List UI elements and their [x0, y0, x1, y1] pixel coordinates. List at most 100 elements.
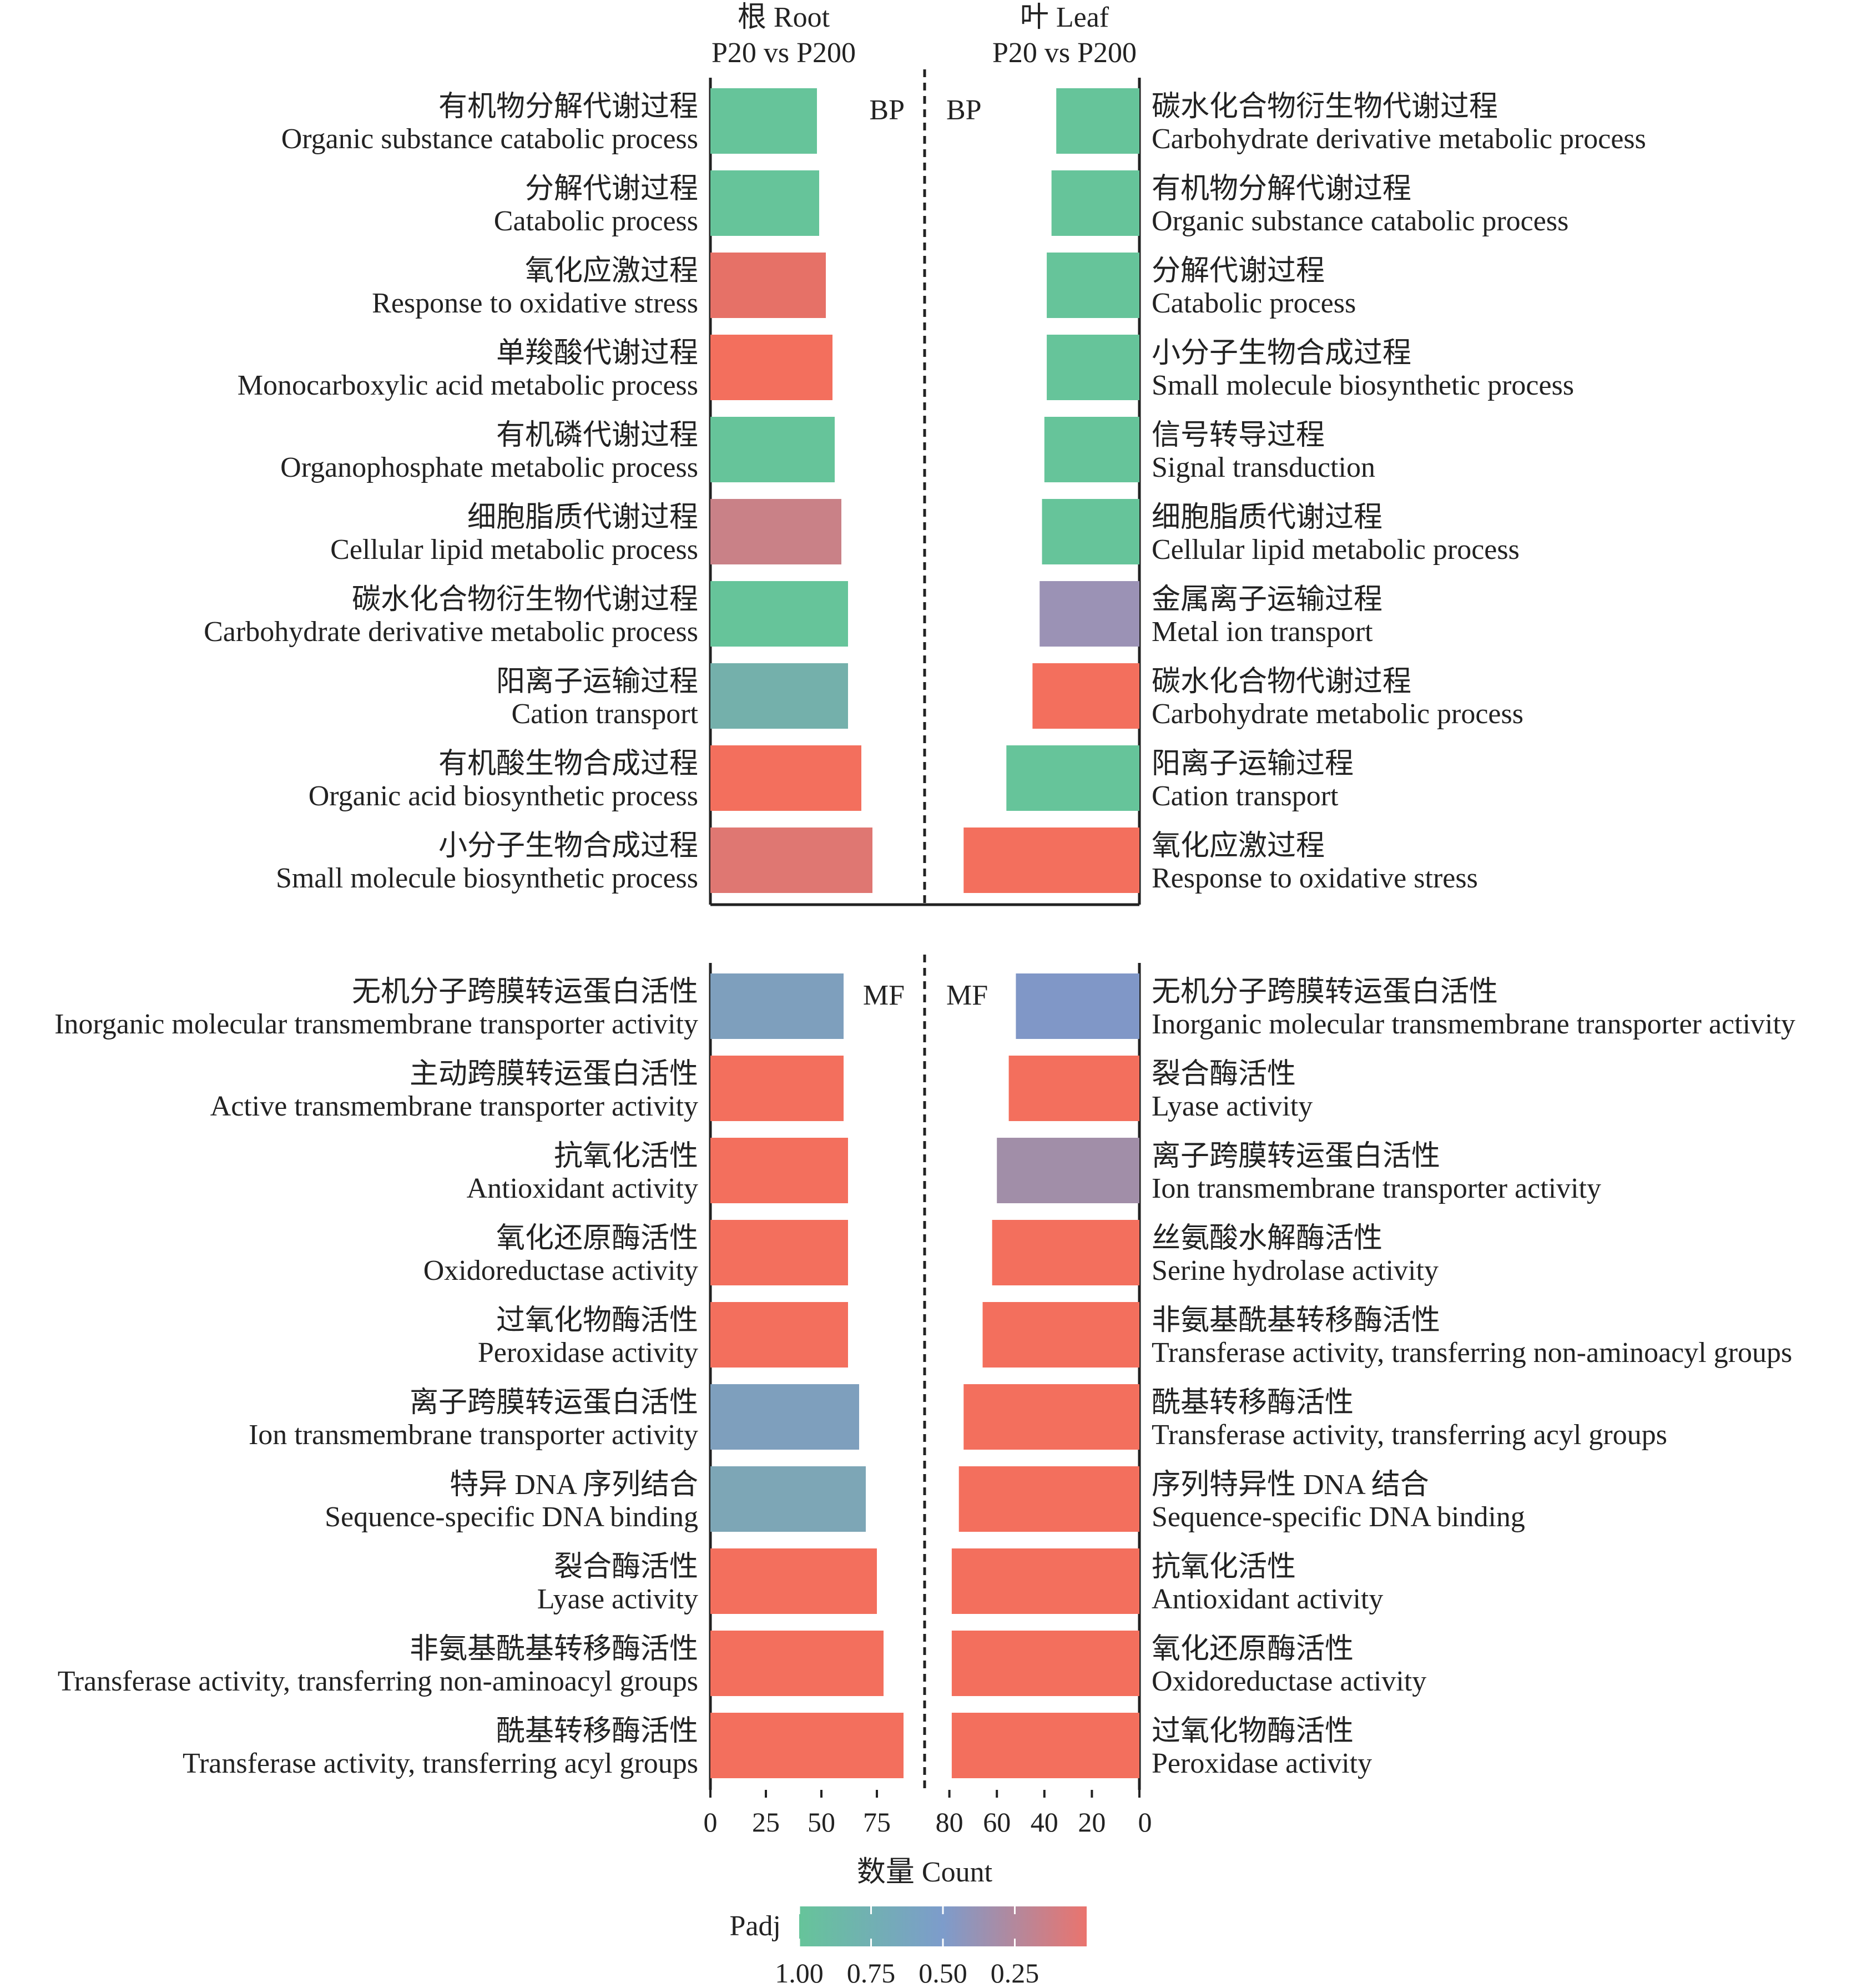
root-bar [710, 1138, 848, 1203]
leaf-term-zh: 小分子生物合成过程 [1152, 337, 1411, 369]
leaf-term-en: Sequence-specific DNA binding [1152, 1501, 1525, 1533]
leaf-term-zh: 信号转导过程 [1152, 420, 1325, 451]
leaf-bar [1008, 1056, 1139, 1121]
leaf-header-line2: P20 vs P200 [992, 37, 1137, 69]
root-term-zh: 抗氧化活性 [554, 1141, 698, 1172]
root-bar [710, 335, 832, 400]
leaf-bar [951, 1713, 1139, 1778]
leaf-bar [1056, 88, 1139, 154]
legend-title: Padj [730, 1910, 781, 1942]
leaf-term-zh: 分解代谢过程 [1152, 255, 1325, 287]
root-term-zh: 小分子生物合成过程 [438, 830, 698, 862]
panel-tag-leaf: BP [946, 94, 982, 126]
legend-tick-label: 0.50 [919, 1957, 967, 1988]
leaf-term-zh: 非氨基酰基转移酶活性 [1152, 1305, 1440, 1336]
leaf-term-en: Carbohydrate metabolic process [1152, 698, 1523, 730]
root-term-en: Organophosphate metabolic process [280, 452, 698, 483]
panel-tag-root: MF [863, 980, 905, 1011]
root-tick-label: 0 [704, 1807, 718, 1838]
root-term-zh: 过氧化物酶活性 [496, 1305, 698, 1336]
root-term-zh: 非氨基酰基转移酶活性 [410, 1633, 698, 1665]
root-term-en: Carbohydrate derivative metabolic proces… [204, 616, 698, 648]
root-bar [710, 1220, 848, 1285]
leaf-bar [1032, 663, 1139, 729]
root-term-en: Oxidoreductase activity [423, 1255, 698, 1286]
leaf-bar [992, 1220, 1139, 1285]
leaf-term-en: Inorganic molecular transmembrane transp… [1152, 1008, 1795, 1040]
x-axes: 0 25 50 75 80 60 40 20 0 [704, 1790, 1152, 1838]
leaf-term-en: Oxidoreductase activity [1152, 1666, 1426, 1697]
legend-tick-label: 0.75 [847, 1957, 896, 1988]
root-term-zh: 有机磷代谢过程 [496, 420, 698, 451]
leaf-term-en: Antioxidant activity [1152, 1583, 1383, 1615]
leaf-term-en: Transferase activity, transferring non-a… [1152, 1337, 1792, 1369]
x-axis-label: 数量 Count [857, 1856, 993, 1888]
root-term-zh: 特异 DNA 序列结合 [450, 1469, 698, 1501]
leaf-term-zh: 序列特异性 DNA 结合 [1152, 1469, 1429, 1501]
root-term-en: Organic substance catabolic process [281, 123, 698, 155]
leaf-bar [951, 1631, 1139, 1696]
root-term-en: Organic acid biosynthetic process [309, 780, 698, 812]
root-term-en: Monocarboxylic acid metabolic process [238, 370, 698, 401]
root-term-en: Transferase activity, transferring non-a… [58, 1666, 698, 1697]
root-bar [710, 1631, 884, 1696]
root-bar [710, 973, 844, 1039]
root-bar [710, 417, 835, 482]
leaf-bar [951, 1548, 1139, 1614]
root-term-en: Lyase activity [537, 1583, 698, 1615]
legend-tick-label: 1.00 [775, 1957, 824, 1988]
root-term-en: Transferase activity, transferring acyl … [183, 1748, 698, 1779]
leaf-term-zh: 碳水化合物代谢过程 [1152, 666, 1411, 698]
root-term-zh: 阳离子运输过程 [496, 666, 698, 698]
root-header-line2: P20 vs P200 [711, 37, 856, 69]
leaf-bar [997, 1138, 1139, 1203]
root-term-zh: 分解代谢过程 [525, 173, 698, 205]
leaf-header-line1: 叶 Leaf [1020, 2, 1109, 33]
root-bar [710, 1056, 844, 1121]
root-term-zh: 裂合酶活性 [554, 1551, 698, 1583]
panel-tag-leaf: MF [946, 980, 988, 1011]
root-term-zh: 细胞脂质代谢过程 [467, 502, 698, 533]
root-term-en: Cellular lipid metabolic process [330, 534, 698, 566]
root-tick-label: 25 [752, 1807, 780, 1838]
root-term-en: Small molecule biosynthetic process [276, 862, 698, 894]
root-term-zh: 主动跨膜转运蛋白活性 [410, 1058, 698, 1090]
leaf-tick-label: 40 [1031, 1807, 1058, 1838]
leaf-tick-label: 80 [936, 1807, 963, 1838]
root-term-zh: 有机酸生物合成过程 [438, 748, 698, 780]
leaf-term-zh: 氧化还原酶活性 [1152, 1633, 1354, 1665]
root-tick-label: 75 [863, 1807, 891, 1838]
leaf-bar [1039, 581, 1139, 647]
root-term-zh: 氧化应激过程 [525, 255, 698, 287]
leaf-term-en: Cation transport [1152, 780, 1339, 812]
root-bar [710, 253, 826, 318]
leaf-tick-label: 60 [983, 1807, 1011, 1838]
leaf-term-zh: 抗氧化活性 [1152, 1551, 1296, 1583]
root-bar [710, 499, 841, 564]
root-term-en: Response to oxidative stress [372, 287, 698, 319]
root-bar [710, 88, 817, 154]
leaf-term-zh: 金属离子运输过程 [1152, 584, 1382, 615]
leaf-term-en: Catabolic process [1152, 287, 1356, 319]
root-bar [710, 663, 848, 729]
root-term-en: Antioxidant activity [467, 1173, 698, 1204]
leaf-term-zh: 酰基转移酶活性 [1152, 1387, 1354, 1419]
leaf-term-zh: 碳水化合物衍生物代谢过程 [1152, 91, 1498, 123]
root-bar [710, 745, 861, 811]
leaf-term-en: Organic substance catabolic process [1152, 205, 1568, 237]
leaf-term-en: Ion transmembrane transporter activity [1152, 1173, 1601, 1204]
leaf-term-en: Small molecule biosynthetic process [1152, 370, 1574, 401]
root-term-zh: 酰基转移酶活性 [496, 1715, 698, 1747]
leaf-term-en: Cellular lipid metabolic process [1152, 534, 1520, 566]
root-term-en: Sequence-specific DNA binding [325, 1501, 698, 1533]
leaf-bar [1042, 499, 1139, 564]
leaf-term-zh: 离子跨膜转运蛋白活性 [1152, 1141, 1440, 1172]
leaf-tick-label: 0 [1138, 1807, 1152, 1838]
root-term-en: Ion transmembrane transporter activity [249, 1419, 698, 1451]
leaf-term-en: Transferase activity, transferring acyl … [1152, 1419, 1667, 1451]
leaf-term-en: Carbohydrate derivative metabolic proces… [1152, 123, 1646, 155]
leaf-term-zh: 丝氨酸水解酶活性 [1152, 1223, 1382, 1254]
